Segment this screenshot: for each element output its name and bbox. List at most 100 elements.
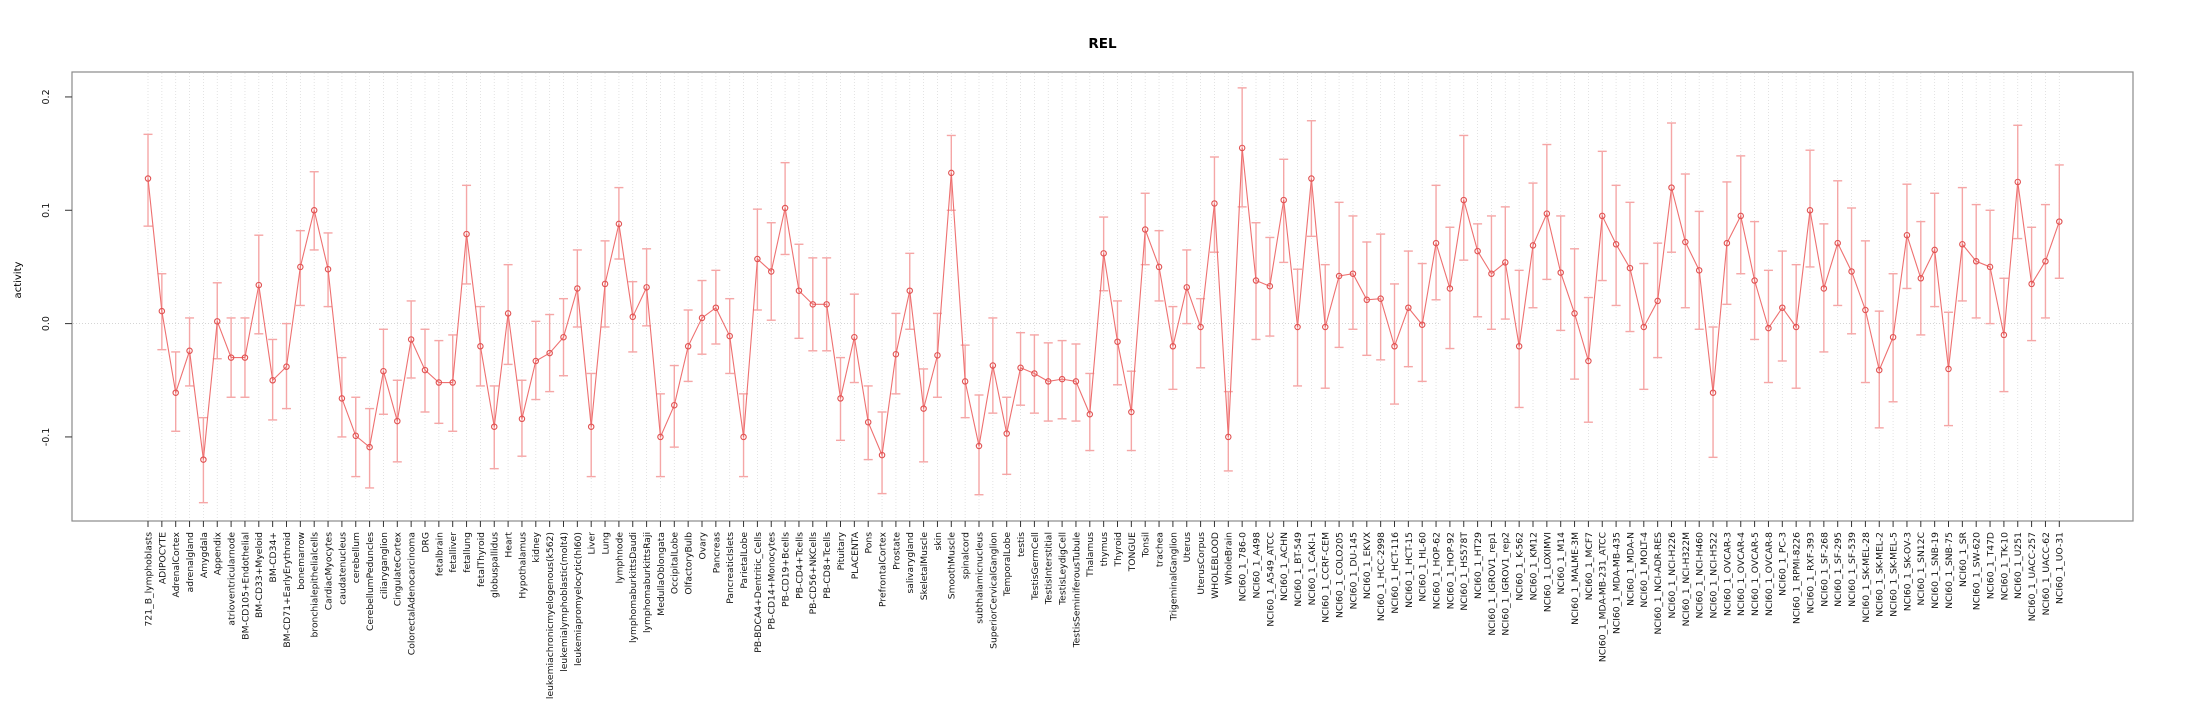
x-tick-label: atrioventricularnode	[227, 532, 238, 626]
x-tick-label: fetalbrain	[434, 532, 445, 576]
data-point	[740, 433, 747, 441]
data-point	[1931, 246, 1938, 254]
x-tick-label: NCI60_1_SF-539	[1847, 532, 1858, 607]
x-tick-label: NCI60_1_UACC-62	[2041, 532, 2052, 615]
x-tick-label: NCI60_1_IGROV1_rep1	[1487, 532, 1498, 636]
data-point	[1723, 239, 1731, 247]
data-point	[144, 175, 152, 182]
data-point	[1474, 247, 1481, 255]
x-tick-label: salivarygland	[905, 532, 916, 593]
data-point	[823, 301, 830, 308]
x-tick-label: NCI60_1_HOP-92	[1445, 532, 1456, 609]
data-point	[490, 423, 498, 430]
data-point	[227, 354, 235, 361]
data-point	[643, 284, 650, 291]
x-tick-label: Amygdala	[199, 532, 210, 578]
data-point	[394, 417, 401, 425]
data-point	[601, 280, 609, 288]
x-tick-label: Liver	[587, 532, 598, 555]
x-tick-label: NCI60_1_SK-MEL-5	[1889, 532, 1900, 617]
data-point	[1779, 304, 1786, 311]
data-point	[449, 379, 456, 386]
data-point	[2014, 178, 2022, 186]
x-tick-label: NCI60_1_MDA-MB-435	[1612, 532, 1623, 634]
x-tick-label: kidney	[531, 531, 542, 562]
x-tick-label: PB-CD56+NKCells	[808, 532, 819, 615]
data-point	[629, 313, 636, 321]
data-point	[532, 357, 540, 365]
data-point	[934, 352, 941, 359]
data-point	[1876, 366, 1883, 374]
data-point	[241, 354, 249, 361]
data-point	[906, 287, 913, 294]
x-tick-label: NCI60_1_SNB-75	[1944, 532, 1955, 609]
x-tick-label: leukemiachronicmyelogenous(k562)	[545, 532, 556, 699]
data-point	[809, 301, 817, 308]
data-point	[837, 395, 844, 402]
x-tick-label: ADIPOCYTE	[157, 532, 168, 584]
plot-box	[71, 71, 2134, 522]
data-point	[574, 285, 581, 292]
x-tick-label: ColorectalAdenocarcinoma	[407, 532, 418, 655]
data-point	[1155, 263, 1163, 271]
x-tick-label: PB-CD14+Monocytes	[767, 532, 778, 630]
x-tick-label: NCI60_1_A549_ATCC	[1265, 532, 1276, 627]
data-point	[1211, 200, 1218, 207]
x-tick-label: Thyroid	[1113, 532, 1124, 567]
data-point	[864, 418, 872, 426]
data-point	[1986, 263, 1994, 271]
plot-title: REL	[1088, 36, 1117, 52]
data-point	[1308, 175, 1315, 182]
y-tick-label: 0.2	[41, 89, 52, 104]
x-tick-label: Uterus	[1182, 532, 1193, 563]
x-tick-label: NCI60_1_TK-10	[1999, 532, 2010, 601]
data-point	[754, 255, 761, 263]
data-point	[1792, 323, 1800, 331]
data-point	[2042, 258, 2049, 265]
data-point	[1903, 231, 1911, 239]
data-point	[671, 401, 678, 409]
data-point	[920, 405, 927, 412]
data-point	[1238, 144, 1246, 152]
data-point	[366, 443, 373, 451]
x-tick-label: NCI60_1_HCC-2998	[1376, 532, 1387, 621]
data-point	[421, 366, 429, 374]
data-point	[1737, 212, 1745, 220]
data-point	[477, 343, 484, 350]
x-tick-label: trachea	[1154, 532, 1165, 567]
data-point	[1709, 389, 1717, 396]
x-tick-label: spinalcord	[961, 532, 972, 579]
x-tick-label: NCI60_1_NCI-H522	[1708, 532, 1719, 618]
x-tick-label: Tonsil	[1141, 532, 1152, 558]
x-tick-label: TestisInterstitial	[1044, 532, 1055, 605]
data-point	[1446, 285, 1454, 292]
x-tick-label: NCI60_1_MOLT-4	[1639, 532, 1650, 608]
x-tick-label: NCI60_1_NCI-H226	[1667, 532, 1678, 619]
data-point	[781, 204, 789, 212]
x-tick-label: NCI60_1_KM12	[1528, 532, 1539, 600]
x-tick-label: PB-CD4+Tcells	[794, 532, 805, 599]
x-tick-label: NCI60_1_ACHN	[1279, 532, 1290, 601]
data-point	[214, 318, 221, 325]
x-tick-label: Pons	[864, 532, 875, 554]
x-tick-label: NCI60_1_SW-620	[1972, 532, 1983, 610]
x-tick-label: thymus	[1099, 532, 1110, 567]
x-tick-label: fetalliver	[448, 532, 459, 573]
x-tick-label: MedullaOblongata	[656, 532, 667, 616]
x-tick-label: bonemarrow	[296, 532, 307, 590]
data-point	[1515, 343, 1523, 350]
x-tick-label: SuperiorCervicalGanglion	[988, 532, 999, 649]
data-point	[1571, 310, 1578, 317]
data-point	[435, 379, 443, 386]
x-tick-label: TestisLeydigCell	[1058, 532, 1069, 606]
x-tick-label: NCI60_1_COLO205	[1335, 532, 1346, 618]
data-point	[297, 263, 304, 271]
data-point	[1599, 212, 1606, 220]
x-tick-label: PancreaticIslets	[725, 532, 736, 604]
x-tick-label: NCI60_1_MDA-N	[1625, 532, 1636, 606]
data-point	[851, 333, 858, 341]
x-tick-label: lymphnode	[614, 532, 625, 584]
data-point	[2000, 331, 2008, 339]
x-tick-label: NCI60_1_MDA-MB-231_ATCC	[1598, 532, 1609, 662]
